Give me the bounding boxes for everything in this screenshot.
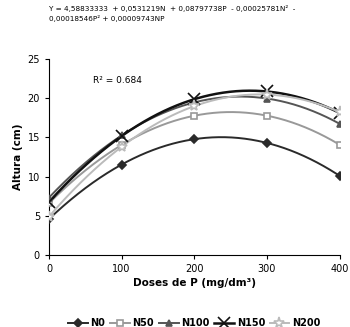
Text: Y = 4,58833333  + 0,0531219N  + 0,08797738P  - 0,00025781N²  -: Y = 4,58833333 + 0,0531219N + 0,08797738…: [49, 5, 295, 12]
X-axis label: Doses de P (mg/dm³): Doses de P (mg/dm³): [133, 278, 256, 288]
Text: 0,00018546P² + 0,00009743NP: 0,00018546P² + 0,00009743NP: [49, 15, 164, 22]
Text: R² = 0.684: R² = 0.684: [93, 76, 141, 85]
Y-axis label: Altura (cm): Altura (cm): [13, 124, 23, 190]
Legend: N0, N50, N100, N150, N200: N0, N50, N100, N150, N200: [68, 318, 321, 327]
